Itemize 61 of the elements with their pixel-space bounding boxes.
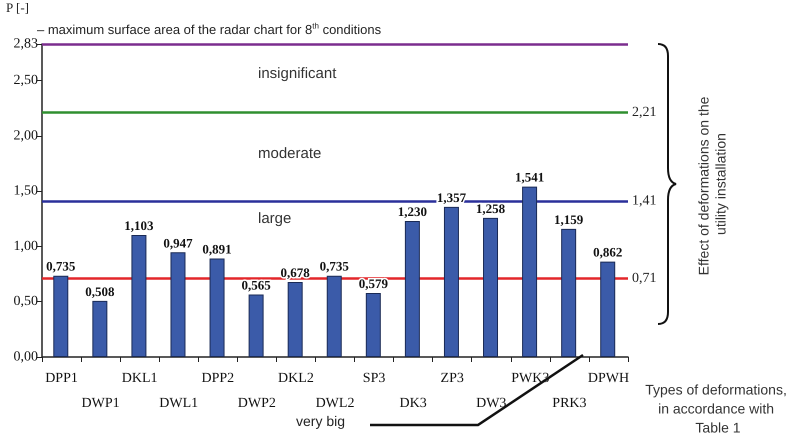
- x-tick-label: DKL1: [122, 371, 158, 386]
- x-tick-label: DPWH: [588, 371, 630, 386]
- bar: [131, 235, 146, 357]
- bar: [326, 276, 342, 357]
- data-label: 1,541: [514, 170, 544, 185]
- data-label: 0,947: [163, 235, 194, 250]
- data-label: 1,159: [554, 212, 584, 227]
- bar: [53, 276, 68, 357]
- data-label: 0,735: [46, 258, 76, 274]
- data-label: 1,258: [476, 200, 506, 216]
- annotation: moderate: [258, 145, 322, 162]
- ref-line-label: 0,71: [632, 270, 656, 286]
- data-label: 0,862: [593, 244, 622, 260]
- x-tick-label: DPP2: [201, 371, 234, 386]
- y-tick-label: 1,50: [14, 184, 38, 199]
- bar: [522, 186, 538, 357]
- data-label: 0,579: [358, 276, 388, 291]
- ref-line-label: 2,21: [632, 105, 656, 120]
- bar: [600, 262, 616, 357]
- data-label: 0,735: [320, 258, 350, 274]
- x-tick-label: DK3: [400, 396, 427, 411]
- x-tick-label: DWL1: [159, 396, 198, 411]
- x-axis-title: Types of deformations, in accordance with Table 1: [645, 382, 791, 436]
- bar: [561, 228, 576, 357]
- y-tick-label: 2,50: [14, 73, 38, 88]
- bar: [92, 300, 108, 357]
- y-tick-label: 1,00: [14, 238, 38, 254]
- annotation: large: [258, 210, 292, 227]
- bar: [248, 294, 264, 357]
- y-tick-label: 2,00: [14, 128, 38, 144]
- x-tick-label: PWK3: [511, 371, 550, 386]
- x-tick-label: DKL2: [278, 371, 314, 386]
- x-tick-label: DW3: [476, 396, 506, 411]
- data-label: 0,891: [202, 241, 232, 256]
- bar: [170, 252, 186, 357]
- data-label: 0,678: [280, 265, 310, 280]
- bar: [404, 220, 420, 357]
- data-label: 0,508: [85, 284, 115, 299]
- x-tick-label: DWL2: [316, 396, 354, 411]
- bar: [366, 292, 381, 357]
- data-label: 0,565: [241, 278, 272, 293]
- annotation: insignificant: [258, 65, 338, 82]
- x-tick-label: ZP3: [440, 371, 464, 386]
- ref-line-label: 1,41: [632, 194, 656, 209]
- bar: [483, 218, 498, 357]
- y-axis-title: P [-]: [6, 0, 29, 15]
- y-tick-label: 0,50: [14, 294, 38, 310]
- y-tick-label: 2,83: [14, 36, 38, 52]
- text: Effect of deformations on the utility installation: [696, 92, 728, 276]
- x-tick-label: DWP1: [82, 396, 120, 411]
- x-tick-label: SP3: [362, 371, 386, 386]
- x-tick-label: DPP1: [45, 371, 78, 386]
- x-tick-label: PRK3: [552, 396, 587, 411]
- bar: [444, 206, 459, 357]
- bar: [210, 258, 225, 357]
- data-label: 1,103: [124, 218, 154, 234]
- x-tick-label: DWP2: [238, 396, 276, 411]
- y-tick-label: 0,00: [14, 350, 38, 364]
- data-label: 1,230: [398, 204, 428, 219]
- text: very big: [296, 413, 346, 429]
- bar: [288, 282, 303, 357]
